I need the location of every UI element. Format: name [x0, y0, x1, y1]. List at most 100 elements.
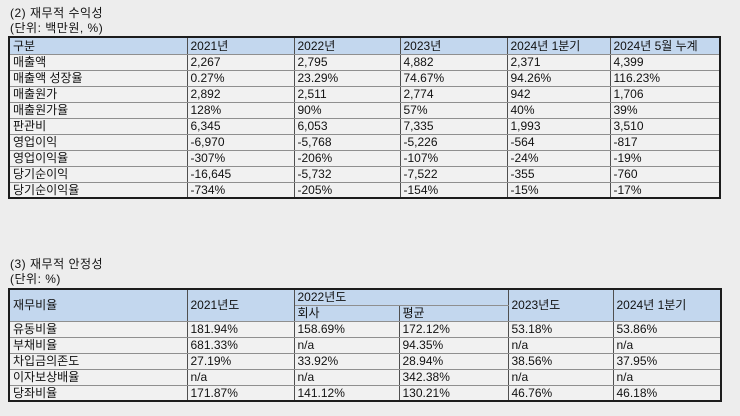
value-cell: -205% — [293, 181, 401, 199]
profitability-header-row: 구분 2021년 2022년 2023년 2024년 1분기 2024년 5월 … — [8, 36, 721, 55]
value-cell: 57% — [399, 101, 508, 119]
value-cell: 172.12% — [398, 320, 509, 338]
value-cell: 2,267 — [186, 53, 295, 71]
value-cell: n/a — [293, 336, 400, 354]
row-label-cell: 유동비율 — [8, 320, 188, 338]
value-cell: n/a — [507, 336, 614, 354]
value-cell: -5,226 — [399, 133, 508, 151]
value-cell: -154% — [399, 181, 508, 199]
column-header-2024q1: 2024년 1분기 — [612, 288, 722, 322]
column-subheader-average: 평균 — [398, 304, 509, 322]
value-cell: 46.76% — [507, 384, 614, 402]
value-cell: 2,511 — [293, 85, 401, 103]
table-row: 당좌비율 171.87% 141.12% 130.21% 46.76% 46.1… — [8, 384, 722, 402]
value-cell: 158.69% — [293, 320, 400, 338]
table-row: 매출액 성장율 0.27% 23.29% 74.67% 94.26% 116.2… — [8, 69, 721, 87]
table-row: 유동비율 181.94% 158.69% 172.12% 53.18% 53.8… — [8, 320, 722, 338]
value-cell: 2,892 — [186, 85, 295, 103]
value-cell: -734% — [186, 181, 295, 199]
value-cell: 4,882 — [399, 53, 508, 71]
value-cell: 2,795 — [293, 53, 401, 71]
value-cell: 40% — [506, 101, 611, 119]
row-label-cell: 판관비 — [8, 117, 188, 135]
table-row: 영업이익 -6,970 -5,768 -5,226 -564 -817 — [8, 133, 721, 151]
value-cell: -355 — [506, 165, 611, 183]
column-header-2022-group: 2022년도 — [293, 288, 509, 306]
value-cell: -15% — [506, 181, 611, 199]
value-cell: n/a — [612, 368, 722, 386]
column-header-2021: 2021년 — [186, 36, 295, 55]
stability-table: 재무비율 2021년도 2022년도 2023년도 2024년 1분기 회사 평… — [8, 288, 722, 402]
value-cell: -760 — [609, 165, 721, 183]
table-row: 부채비율 681.33% n/a 94.35% n/a n/a — [8, 336, 722, 354]
value-cell: 6,053 — [293, 117, 401, 135]
value-cell: 6,345 — [186, 117, 295, 135]
column-header-2023: 2023년도 — [507, 288, 614, 322]
value-cell: 46.18% — [612, 384, 722, 402]
row-label-cell: 부채비율 — [8, 336, 188, 354]
value-cell: -7,522 — [399, 165, 508, 183]
value-cell: -16,645 — [186, 165, 295, 183]
value-cell: n/a — [186, 368, 295, 386]
column-header-2021: 2021년도 — [186, 288, 295, 322]
value-cell: 181.94% — [186, 320, 295, 338]
value-cell: 0.27% — [186, 69, 295, 87]
value-cell: -206% — [293, 149, 401, 167]
value-cell: -19% — [609, 149, 721, 167]
value-cell: -107% — [399, 149, 508, 167]
value-cell: n/a — [293, 368, 400, 386]
value-cell: 942 — [506, 85, 611, 103]
value-cell: 53.18% — [507, 320, 614, 338]
value-cell: 681.33% — [186, 336, 295, 354]
column-header-2024may: 2024년 5월 누계 — [609, 36, 721, 55]
value-cell: 1,993 — [506, 117, 611, 135]
table-row: 매출액 2,267 2,795 4,882 2,371 4,399 — [8, 53, 721, 71]
value-cell: 94.35% — [398, 336, 509, 354]
value-cell: 1,706 — [609, 85, 721, 103]
row-label-cell: 매출원가 — [8, 85, 188, 103]
row-label-cell: 차입금의존도 — [8, 352, 188, 370]
value-cell: -564 — [506, 133, 611, 151]
value-cell: 116.23% — [609, 69, 721, 87]
value-cell: 2,774 — [399, 85, 508, 103]
value-cell: 37.95% — [612, 352, 722, 370]
profitability-unit-label: (단위: 백만원, %) — [10, 21, 104, 35]
value-cell: 128% — [186, 101, 295, 119]
value-cell: 53.86% — [612, 320, 722, 338]
value-cell: -24% — [506, 149, 611, 167]
profitability-table: 구분 2021년 2022년 2023년 2024년 1분기 2024년 5월 … — [8, 36, 721, 199]
table-row: 판관비 6,345 6,053 7,335 1,993 3,510 — [8, 117, 721, 135]
row-label-cell: 영업이익율 — [8, 149, 188, 167]
row-label-cell: 이자보상배율 — [8, 368, 188, 386]
table-row: 매출원가율 128% 90% 57% 40% 39% — [8, 101, 721, 119]
value-cell: 39% — [609, 101, 721, 119]
value-cell: n/a — [612, 336, 722, 354]
column-header-ratio: 재무비율 — [8, 288, 188, 322]
stability-unit-label: (단위: %) — [10, 272, 61, 286]
column-header-gubun: 구분 — [8, 36, 188, 55]
value-cell: 74.67% — [399, 69, 508, 87]
value-cell: 33.92% — [293, 352, 400, 370]
table-row: 영업이익율 -307% -206% -107% -24% -19% — [8, 149, 721, 167]
value-cell: -5,768 — [293, 133, 401, 151]
value-cell: -817 — [609, 133, 721, 151]
stability-header-row-2: 회사 평균 — [9, 304, 721, 322]
value-cell: 27.19% — [186, 352, 295, 370]
value-cell: -5,732 — [293, 165, 401, 183]
value-cell: 7,335 — [399, 117, 508, 135]
value-cell: 2,371 — [506, 53, 611, 71]
value-cell: 141.12% — [293, 384, 400, 402]
value-cell: 171.87% — [186, 384, 295, 402]
column-header-2023: 2023년 — [399, 36, 508, 55]
value-cell: 130.21% — [398, 384, 509, 402]
row-label-cell: 당기순이익율 — [8, 181, 188, 199]
column-subheader-company: 회사 — [293, 304, 400, 322]
column-header-2024q1: 2024년 1분기 — [506, 36, 611, 55]
stability-header-row-1: 재무비율 2021년도 2022년도 2023년도 2024년 1분기 — [8, 288, 722, 322]
value-cell: -17% — [609, 181, 721, 199]
row-label-cell: 매출액 — [8, 53, 188, 71]
value-cell: 3,510 — [609, 117, 721, 135]
stability-section-title: (3) 재무적 안정성 — [10, 257, 104, 271]
value-cell: n/a — [507, 368, 614, 386]
